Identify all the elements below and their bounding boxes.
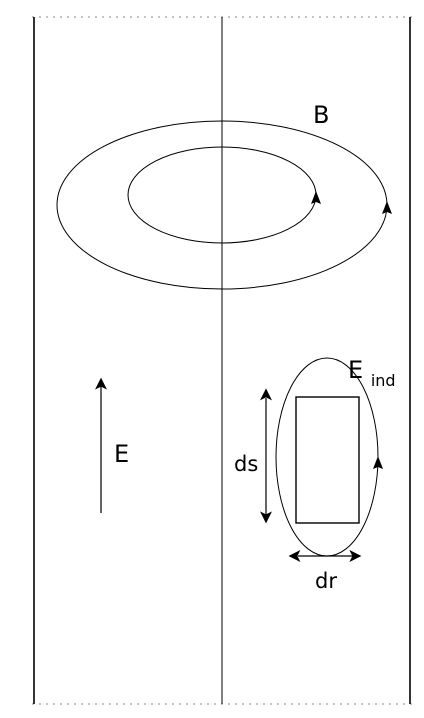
inner-loop-arrow-icon xyxy=(311,191,321,204)
induced-loop-arrow-icon xyxy=(373,456,383,469)
induced-field-label: E ind xyxy=(348,356,396,390)
integration-rectangle xyxy=(295,396,360,524)
outer-loop-arrow-icon xyxy=(382,201,392,214)
magnetic-field-label: B xyxy=(313,101,329,129)
ds-label: ds xyxy=(234,452,258,476)
dr-label: dr xyxy=(315,569,337,593)
induced-field-loop xyxy=(275,357,379,557)
induced-field-label-subscript: ind xyxy=(371,371,396,390)
induced-field-label-base: E xyxy=(348,356,363,384)
electric-field-label: E xyxy=(114,440,129,468)
